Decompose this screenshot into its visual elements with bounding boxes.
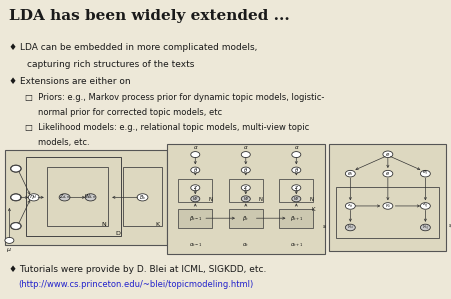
Text: K: K xyxy=(312,208,315,212)
Circle shape xyxy=(345,203,355,209)
Circle shape xyxy=(10,194,21,201)
Bar xyxy=(279,209,313,228)
Circle shape xyxy=(420,170,430,177)
Bar xyxy=(47,167,108,226)
Text: ♦ Extensions are either on: ♦ Extensions are either on xyxy=(9,77,131,86)
Text: $w$: $w$ xyxy=(192,195,198,202)
Circle shape xyxy=(292,167,301,173)
Text: $W_{d,n}$: $W_{d,n}$ xyxy=(84,193,97,202)
Text: $s_i$: $s_i$ xyxy=(322,224,327,231)
Text: $\mu$: $\mu$ xyxy=(6,246,12,254)
Text: $\theta$: $\theta$ xyxy=(294,166,299,174)
Circle shape xyxy=(241,152,250,158)
Circle shape xyxy=(241,196,250,202)
Circle shape xyxy=(10,222,21,230)
Circle shape xyxy=(345,170,355,177)
Bar xyxy=(178,209,212,228)
Circle shape xyxy=(420,224,430,231)
Text: N: N xyxy=(259,197,262,202)
Circle shape xyxy=(292,152,301,158)
Circle shape xyxy=(11,194,21,201)
Text: $\alpha_{t+1}$: $\alpha_{t+1}$ xyxy=(290,241,303,249)
Text: □  Priors: e.g., Markov process prior for dynamic topic models, logistic-: □ Priors: e.g., Markov process prior for… xyxy=(25,93,324,102)
Text: □  Likelihood models: e.g., relational topic models, multi-view topic: □ Likelihood models: e.g., relational to… xyxy=(25,123,309,132)
Text: ♦ Tutorials were provide by D. Blei at ICML, SIGKDD, etc.: ♦ Tutorials were provide by D. Blei at I… xyxy=(9,265,267,274)
Circle shape xyxy=(241,167,250,173)
Circle shape xyxy=(59,194,70,201)
Circle shape xyxy=(292,185,301,191)
Text: $\alpha$: $\alpha$ xyxy=(193,144,198,152)
Text: $z_{sj}$: $z_{sj}$ xyxy=(422,202,429,210)
Text: $y_{sj}$: $y_{sj}$ xyxy=(422,223,429,232)
Text: $z$: $z$ xyxy=(193,184,198,191)
Text: $\alpha_t$: $\alpha_t$ xyxy=(242,241,249,249)
Circle shape xyxy=(11,223,21,229)
Circle shape xyxy=(191,185,200,191)
Text: $s_j$: $s_j$ xyxy=(448,223,451,232)
Bar xyxy=(167,144,325,254)
Circle shape xyxy=(345,224,355,231)
Text: $e$: $e$ xyxy=(385,170,391,177)
Text: N: N xyxy=(309,197,313,202)
Text: $e_j$: $e_j$ xyxy=(422,169,428,178)
Circle shape xyxy=(383,170,393,177)
Text: $R_i$: $R_i$ xyxy=(385,202,391,210)
Circle shape xyxy=(137,194,148,201)
Bar xyxy=(5,150,167,245)
Text: $\alpha$: $\alpha$ xyxy=(243,144,249,152)
Circle shape xyxy=(10,165,21,172)
Text: $\theta$: $\theta$ xyxy=(243,166,249,174)
Text: $\alpha$: $\alpha$ xyxy=(294,144,299,152)
Circle shape xyxy=(420,203,430,209)
Text: $y_{si}$: $y_{si}$ xyxy=(347,224,354,231)
Circle shape xyxy=(191,167,200,173)
Text: $z$: $z$ xyxy=(244,184,248,191)
Text: $w$: $w$ xyxy=(293,195,299,202)
Text: LDA has been widely extended ...: LDA has been widely extended ... xyxy=(9,9,290,23)
Circle shape xyxy=(241,185,250,191)
Text: $z$: $z$ xyxy=(294,184,299,191)
Text: N: N xyxy=(101,222,106,227)
Text: $\beta_{t+1}$: $\beta_{t+1}$ xyxy=(290,214,303,223)
Bar xyxy=(26,157,121,236)
Text: ♦ LDA can be embedded in more complicated models,: ♦ LDA can be embedded in more complicate… xyxy=(9,43,258,52)
Text: $w$: $w$ xyxy=(243,195,249,202)
Bar xyxy=(229,179,263,202)
Text: $\beta_t$: $\beta_t$ xyxy=(242,214,249,223)
Text: capturing rich structures of the texts: capturing rich structures of the texts xyxy=(27,60,194,69)
Circle shape xyxy=(5,237,14,243)
Circle shape xyxy=(11,165,21,172)
Text: $e_i$: $e_i$ xyxy=(347,170,354,178)
Bar xyxy=(123,167,162,226)
Text: $B_k$: $B_k$ xyxy=(139,193,146,202)
Text: normal prior for corrected topic models, etc: normal prior for corrected topic models,… xyxy=(38,108,222,117)
Circle shape xyxy=(292,196,301,202)
Circle shape xyxy=(383,151,393,158)
Text: $\theta$: $\theta$ xyxy=(193,166,198,174)
Bar xyxy=(329,144,446,251)
Circle shape xyxy=(28,194,39,201)
Circle shape xyxy=(191,152,200,158)
Text: $e$: $e$ xyxy=(385,151,391,158)
Bar xyxy=(279,179,313,202)
Text: (http://www.cs.princeton.edu/~blei/topicmodeling.html): (http://www.cs.princeton.edu/~blei/topic… xyxy=(18,280,253,289)
Text: N: N xyxy=(208,197,212,202)
Text: $\beta_{t-1}$: $\beta_{t-1}$ xyxy=(189,214,202,223)
Text: $Z_{d,n}$: $Z_{d,n}$ xyxy=(59,193,70,202)
Bar xyxy=(336,187,439,238)
Bar xyxy=(178,179,212,202)
Circle shape xyxy=(191,196,200,202)
Text: D: D xyxy=(116,231,120,236)
Circle shape xyxy=(85,194,96,201)
Circle shape xyxy=(383,203,393,209)
Text: $\eta_d$: $\eta_d$ xyxy=(29,193,38,201)
Bar xyxy=(229,209,263,228)
Text: $z_{si}$: $z_{si}$ xyxy=(347,202,354,210)
Text: K: K xyxy=(155,222,159,227)
Text: $\alpha_{t-1}$: $\alpha_{t-1}$ xyxy=(189,241,202,249)
Text: models, etc.: models, etc. xyxy=(38,138,90,147)
